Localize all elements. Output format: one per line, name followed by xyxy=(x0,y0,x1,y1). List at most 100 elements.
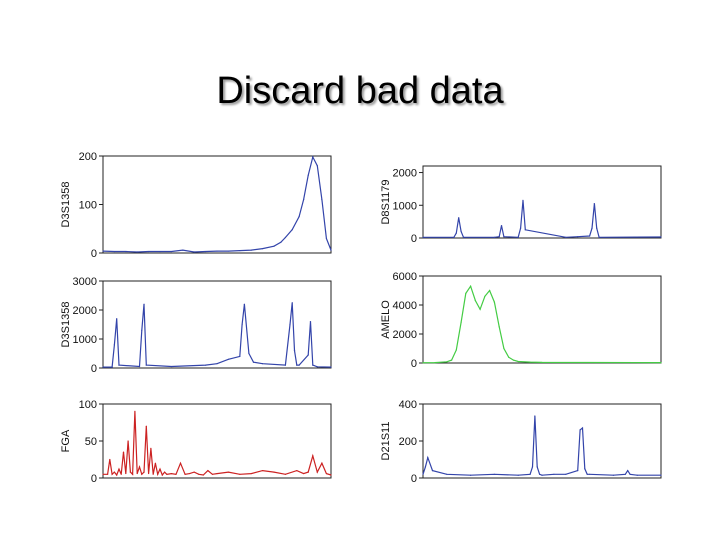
data-point xyxy=(298,364,300,366)
data-point xyxy=(307,354,309,356)
data-point xyxy=(106,473,109,475)
data-point xyxy=(241,323,243,326)
data-point xyxy=(493,473,495,475)
y-tick-label: 100 xyxy=(79,399,97,411)
data-point xyxy=(175,473,177,475)
data-point xyxy=(519,227,522,229)
data-point xyxy=(498,326,500,328)
data-point xyxy=(321,462,323,464)
data-point xyxy=(125,472,127,475)
data-point xyxy=(529,473,531,475)
data-point xyxy=(470,474,472,476)
data-point xyxy=(116,474,118,476)
y-tick-label: 3000 xyxy=(73,276,97,288)
data-point xyxy=(581,427,584,429)
data-point xyxy=(455,232,457,234)
data-point xyxy=(589,235,591,237)
data-point xyxy=(474,300,476,302)
data-point xyxy=(154,462,157,464)
y-tick-label: 200 xyxy=(79,151,97,163)
data-point xyxy=(598,236,600,238)
data-point xyxy=(102,250,104,252)
data-point xyxy=(145,364,147,366)
data-point xyxy=(145,425,147,427)
plot-frame xyxy=(102,280,332,369)
data-point xyxy=(446,361,448,363)
data-point xyxy=(207,470,209,472)
data-point xyxy=(129,471,131,473)
data-point xyxy=(262,248,264,250)
y-axis-label: D8S1179 xyxy=(380,179,392,224)
data-point xyxy=(291,302,293,304)
data-point xyxy=(596,227,598,229)
data-point xyxy=(424,466,426,468)
data-point xyxy=(593,203,595,205)
data-point xyxy=(132,473,134,475)
y-tick-label: 0 xyxy=(411,358,417,370)
data-point xyxy=(493,236,495,238)
data-point xyxy=(122,451,125,453)
data-point xyxy=(182,249,184,251)
series-line xyxy=(423,200,662,238)
data-point xyxy=(216,472,218,475)
data-point xyxy=(524,229,526,231)
data-point xyxy=(289,323,291,326)
data-point xyxy=(227,471,229,473)
data-point xyxy=(262,363,264,365)
data-point xyxy=(660,474,662,476)
y-tick-label: 0 xyxy=(91,473,97,485)
data-point xyxy=(517,236,519,238)
data-point xyxy=(312,364,314,366)
data-point xyxy=(159,468,161,470)
data-point xyxy=(189,472,191,475)
data-point xyxy=(202,474,204,476)
data-point xyxy=(484,295,486,297)
data-point xyxy=(579,429,581,431)
series-line xyxy=(103,302,332,368)
data-point xyxy=(541,361,543,364)
data-point xyxy=(273,245,275,247)
data-point xyxy=(136,472,138,475)
y-tick-label: 2000 xyxy=(73,305,97,317)
data-point xyxy=(498,236,500,238)
y-tick-label: 2000 xyxy=(393,329,417,341)
y-tick-label: 0 xyxy=(411,233,417,245)
data-point xyxy=(293,350,296,352)
data-point xyxy=(312,455,314,457)
data-point xyxy=(422,473,424,475)
data-point xyxy=(239,355,241,357)
data-point xyxy=(159,250,161,253)
data-point xyxy=(303,199,305,201)
data-point xyxy=(660,361,662,364)
y-axis-label: FGA xyxy=(60,429,72,452)
data-point xyxy=(284,364,286,366)
data-point xyxy=(627,470,629,472)
data-point xyxy=(470,285,472,287)
data-point xyxy=(321,199,323,201)
data-point xyxy=(170,250,172,253)
data-point xyxy=(460,230,462,233)
data-point xyxy=(148,250,150,253)
data-point xyxy=(307,174,309,176)
data-point xyxy=(325,472,328,475)
data-point xyxy=(127,440,129,442)
y-tick-label: 1000 xyxy=(73,334,97,346)
data-point xyxy=(589,473,591,475)
data-point xyxy=(118,364,120,366)
data-point xyxy=(163,471,166,473)
data-point xyxy=(113,344,115,346)
data-point xyxy=(660,236,662,238)
chart-panel-d8s1179: D8S1179 0 1000 2000 xyxy=(375,160,665,250)
data-point xyxy=(205,250,207,253)
data-point xyxy=(303,472,305,475)
data-point xyxy=(298,216,300,218)
data-point xyxy=(193,251,195,253)
y-tick-label: 6000 xyxy=(393,271,417,283)
data-point xyxy=(479,308,481,310)
data-point xyxy=(330,366,332,368)
data-point xyxy=(125,250,127,253)
data-point xyxy=(531,466,534,468)
series-line xyxy=(103,411,332,477)
data-point xyxy=(138,466,141,468)
y-axis-label: D3S1358 xyxy=(60,302,72,348)
